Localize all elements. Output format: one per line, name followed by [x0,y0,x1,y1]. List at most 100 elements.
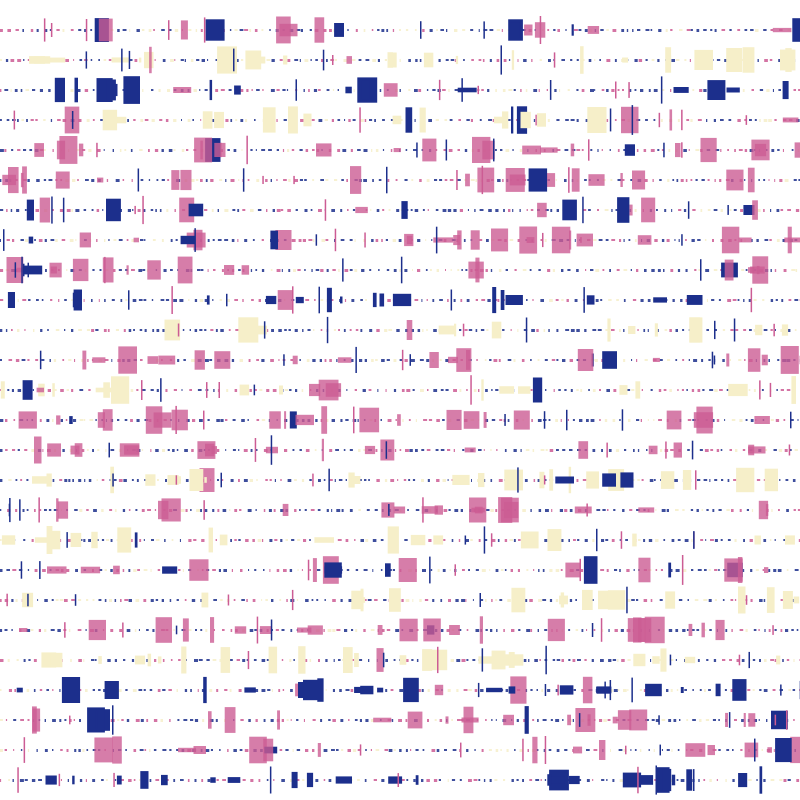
dot [250,149,253,151]
dot [672,179,675,181]
block [210,617,215,643]
dot [39,509,42,511]
dot [786,509,789,512]
block [314,17,325,43]
dot [520,89,522,92]
dot [397,479,399,481]
dot [690,29,693,31]
dot [221,479,224,481]
dot [391,719,394,722]
tick [711,351,714,369]
dot [190,689,192,692]
dot [78,479,82,482]
tick [544,684,547,696]
dot [414,89,418,92]
dot [362,389,366,392]
dot [59,689,61,692]
dot [770,779,775,781]
dot [325,239,329,241]
dot [213,629,215,631]
dot [74,359,76,362]
dot [461,269,463,271]
dot [245,539,249,542]
block [393,148,401,153]
dot [682,509,685,511]
dot [621,179,625,181]
dot [332,689,335,692]
dot [538,269,541,271]
dot [0,209,4,211]
dot [270,89,275,92]
dot [146,719,149,722]
dot [340,239,345,241]
dot [91,659,95,661]
dot [533,479,536,482]
dot [220,89,225,91]
dot [406,779,409,781]
dot [779,779,783,781]
dot [731,419,736,421]
dot [555,719,560,722]
dot [448,509,451,511]
dot [113,239,117,241]
dot [661,509,666,512]
block [738,237,752,243]
dot [422,29,425,32]
dot [48,179,53,181]
dot [234,509,238,512]
dot [34,569,38,572]
block [126,265,129,275]
dot [710,539,714,541]
dot [491,719,493,721]
dot [222,509,227,512]
block [696,406,713,434]
dot [784,179,789,182]
block [772,27,792,33]
dot [668,629,673,632]
dot [28,299,31,301]
block [456,348,472,372]
block [348,472,355,488]
dot [33,659,37,662]
block [326,287,332,313]
dot [344,299,347,302]
dot [724,59,727,62]
dot [114,779,117,781]
dot [585,119,589,122]
block [465,173,470,187]
dot [338,269,340,272]
dot [651,59,655,61]
dot [92,689,95,691]
dot [510,569,513,572]
tick [631,105,634,135]
block [410,534,426,546]
dot [60,779,62,781]
dot [612,779,615,782]
dot [345,539,349,542]
dot [749,539,753,542]
tick [355,346,357,373]
dot [174,209,176,212]
dot [254,29,258,32]
dot [657,659,662,661]
dot [770,329,773,331]
dot [29,149,33,151]
block [354,653,359,667]
dot [143,299,147,301]
dot [97,149,101,152]
dot [384,749,388,751]
dot [461,659,466,662]
dot [725,779,727,782]
dot [310,59,312,61]
dot [742,89,745,92]
dot [119,629,122,632]
dot [4,89,9,91]
dot [658,419,662,421]
dot [588,209,591,211]
dot [561,659,564,662]
dot [301,479,305,482]
dot [71,329,74,332]
dot [245,119,248,122]
dot [426,89,429,91]
